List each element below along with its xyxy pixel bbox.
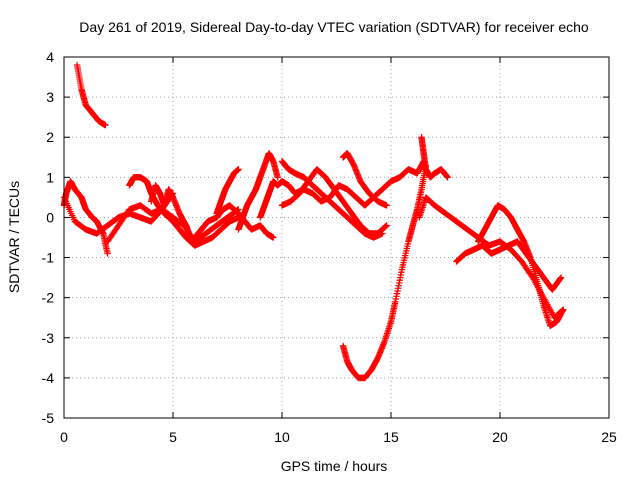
data-point: [274, 174, 281, 181]
data-point: [382, 222, 390, 230]
data-point: [560, 306, 567, 313]
y-axis-label: SDTVAR / TECUs: [6, 181, 22, 293]
series-sat-n: [339, 150, 390, 209]
series-sat-o: [418, 134, 451, 181]
data-point: [102, 121, 109, 129]
series-sat-j: [257, 158, 427, 221]
y-tick-label: -2: [42, 290, 55, 306]
y-tick-label: -3: [42, 330, 55, 346]
data-point: [381, 223, 389, 231]
y-tick-label: 4: [46, 49, 54, 65]
y-tick-label: 2: [46, 129, 54, 145]
y-tick-label: 0: [46, 209, 54, 225]
x-tick-label: 0: [60, 429, 68, 445]
series-sat-l: [278, 166, 390, 237]
y-tick-label: 1: [46, 169, 54, 185]
x-tick-label: 20: [492, 429, 508, 445]
x-tick-label: 5: [169, 429, 177, 445]
x-tick-label: 10: [274, 429, 290, 445]
chart-title: Day 261 of 2019, Sidereal Day-to-day VTE…: [79, 19, 589, 35]
series-sat-i: [235, 150, 281, 233]
series-sat-q: [453, 238, 565, 293]
y-tick-label: 3: [46, 89, 54, 105]
data-point: [383, 202, 390, 209]
x-tick-label: 25: [601, 429, 617, 445]
data-point: [235, 166, 242, 173]
x-tick-label: 15: [383, 429, 399, 445]
series-sat-f: [148, 182, 194, 241]
series-sat-h: [213, 166, 242, 217]
data-point: [383, 222, 390, 229]
data-point: [444, 174, 451, 181]
axis-ticks: 0 5 10 15 20 25 -5 -4 -3 -2 -1 0 1 2 3 4: [42, 49, 617, 445]
series-sat-r: [475, 202, 567, 329]
data-point: [104, 250, 111, 257]
y-tick-label: -1: [42, 250, 55, 266]
y-tick-label: -5: [42, 410, 55, 426]
series-sat-e: [126, 174, 242, 249]
plot-frame: [63, 56, 610, 419]
plot-area: [60, 61, 567, 382]
series-sat-m: [339, 162, 430, 382]
y-tick-label: -4: [42, 370, 55, 386]
x-axis-label: GPS time / hours: [281, 458, 388, 474]
series-sat-a: [73, 61, 109, 129]
grid: [63, 56, 610, 419]
data-point: [270, 234, 277, 241]
data-point: [557, 274, 565, 281]
data-point: [557, 275, 564, 282]
